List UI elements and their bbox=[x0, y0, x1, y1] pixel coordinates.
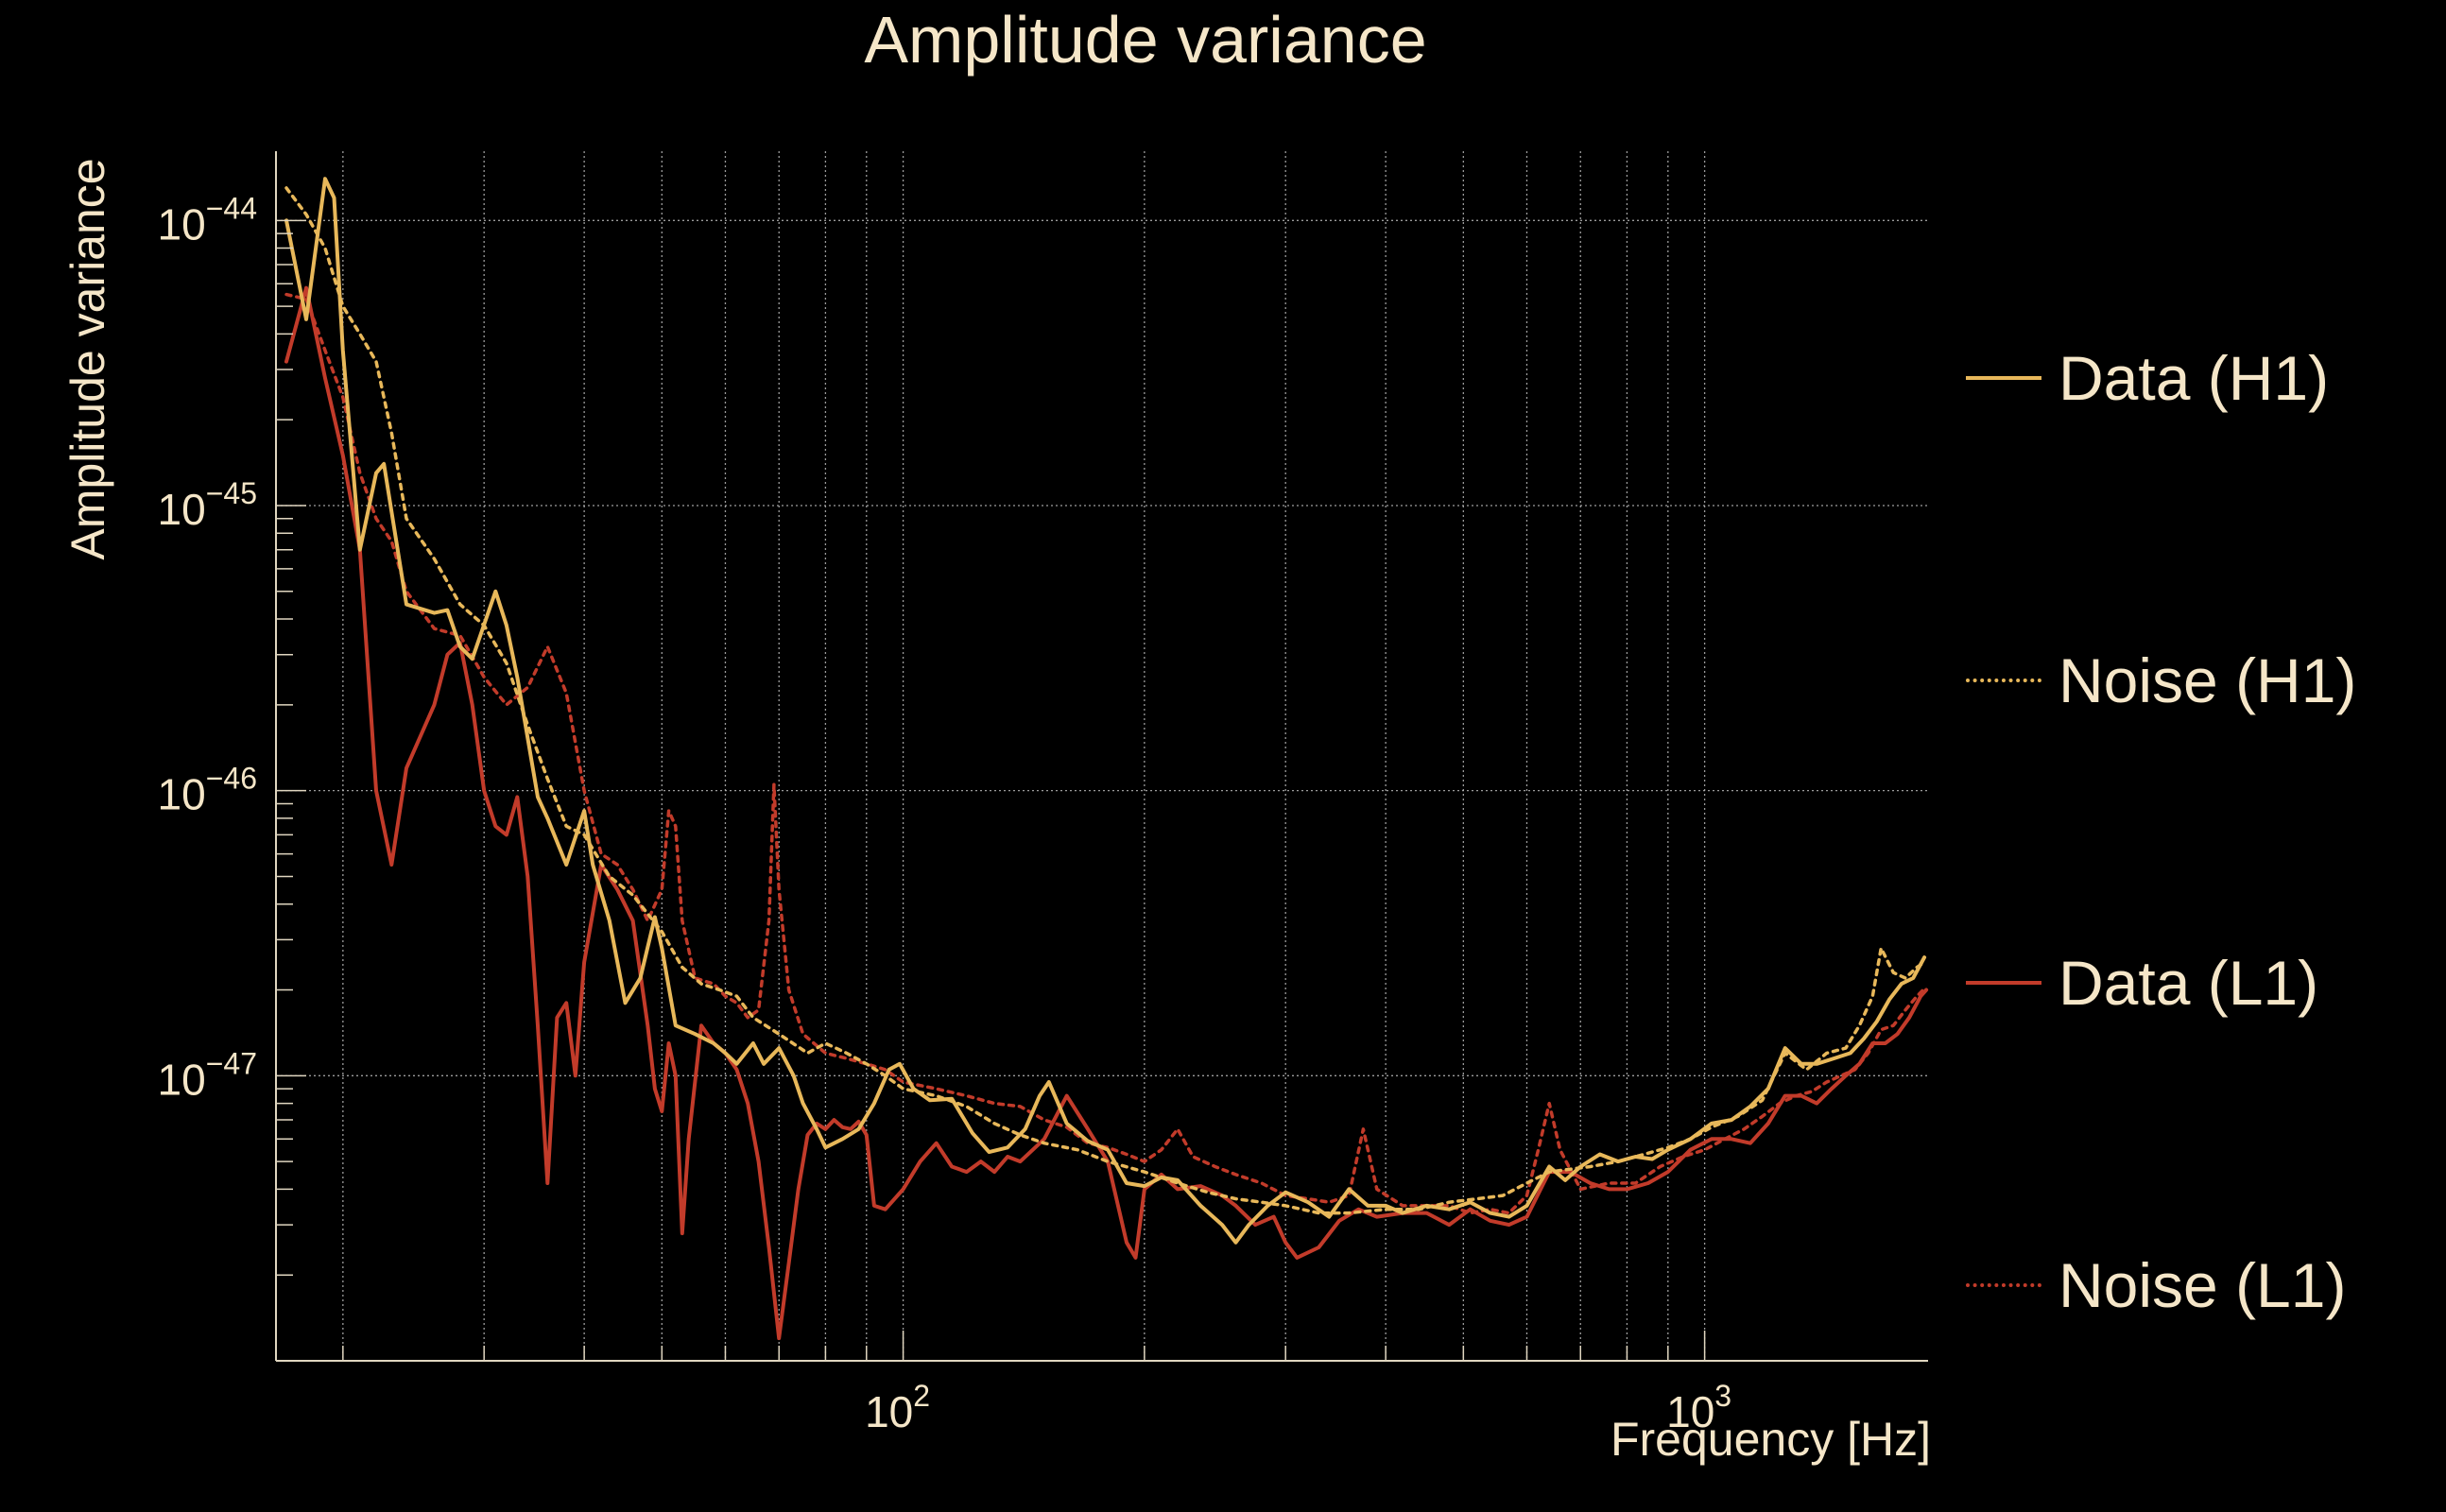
series-data-l1 bbox=[284, 285, 1929, 1341]
x-tick-label: 103 bbox=[1666, 1379, 1731, 1436]
legend-label-data-h1: Data (H1) bbox=[2058, 343, 2330, 413]
series-noise-h1 bbox=[284, 186, 1926, 1215]
y-tick-label: 10−45 bbox=[158, 476, 257, 534]
grid bbox=[276, 151, 1928, 1361]
legend: Data (H1) Noise (H1) Data (L1) Noise (L1… bbox=[1966, 227, 2420, 1436]
tick-labels: 10−44 10−45 10−46 10−47 102 103 bbox=[158, 191, 1732, 1436]
legend-swatch-noise-l1 bbox=[1966, 1283, 2041, 1287]
series-data-h1 bbox=[284, 177, 1927, 1245]
x-tick-label: 102 bbox=[865, 1379, 930, 1436]
legend-label-noise-h1: Noise (H1) bbox=[2058, 645, 2357, 715]
legend-item-data-h1: Data (H1) bbox=[1966, 227, 2420, 529]
series-noise-l1 bbox=[284, 292, 1928, 1215]
legend-item-noise-l1: Noise (L1) bbox=[1966, 1134, 2420, 1436]
x-axis-label: Frequency [Hz] bbox=[1611, 1413, 1931, 1466]
legend-item-noise-h1: Noise (H1) bbox=[1966, 529, 2420, 832]
legend-swatch-data-h1 bbox=[1966, 376, 2041, 380]
legend-item-data-l1: Data (L1) bbox=[1966, 832, 2420, 1134]
legend-swatch-noise-h1 bbox=[1966, 679, 2041, 682]
legend-label-noise-l1: Noise (L1) bbox=[2058, 1250, 2347, 1320]
legend-swatch-data-l1 bbox=[1966, 981, 2041, 985]
y-tick-label: 10−44 bbox=[158, 191, 257, 249]
y-tick-label: 10−47 bbox=[158, 1046, 257, 1104]
chart-title: Amplitude variance bbox=[864, 3, 1426, 77]
axes bbox=[275, 151, 1928, 1362]
y-axis-label: Amplitude variance bbox=[61, 158, 114, 559]
series-lines bbox=[284, 177, 1929, 1341]
legend-label-data-l1: Data (L1) bbox=[2058, 948, 2319, 1018]
y-tick-label: 10−46 bbox=[158, 762, 257, 819]
